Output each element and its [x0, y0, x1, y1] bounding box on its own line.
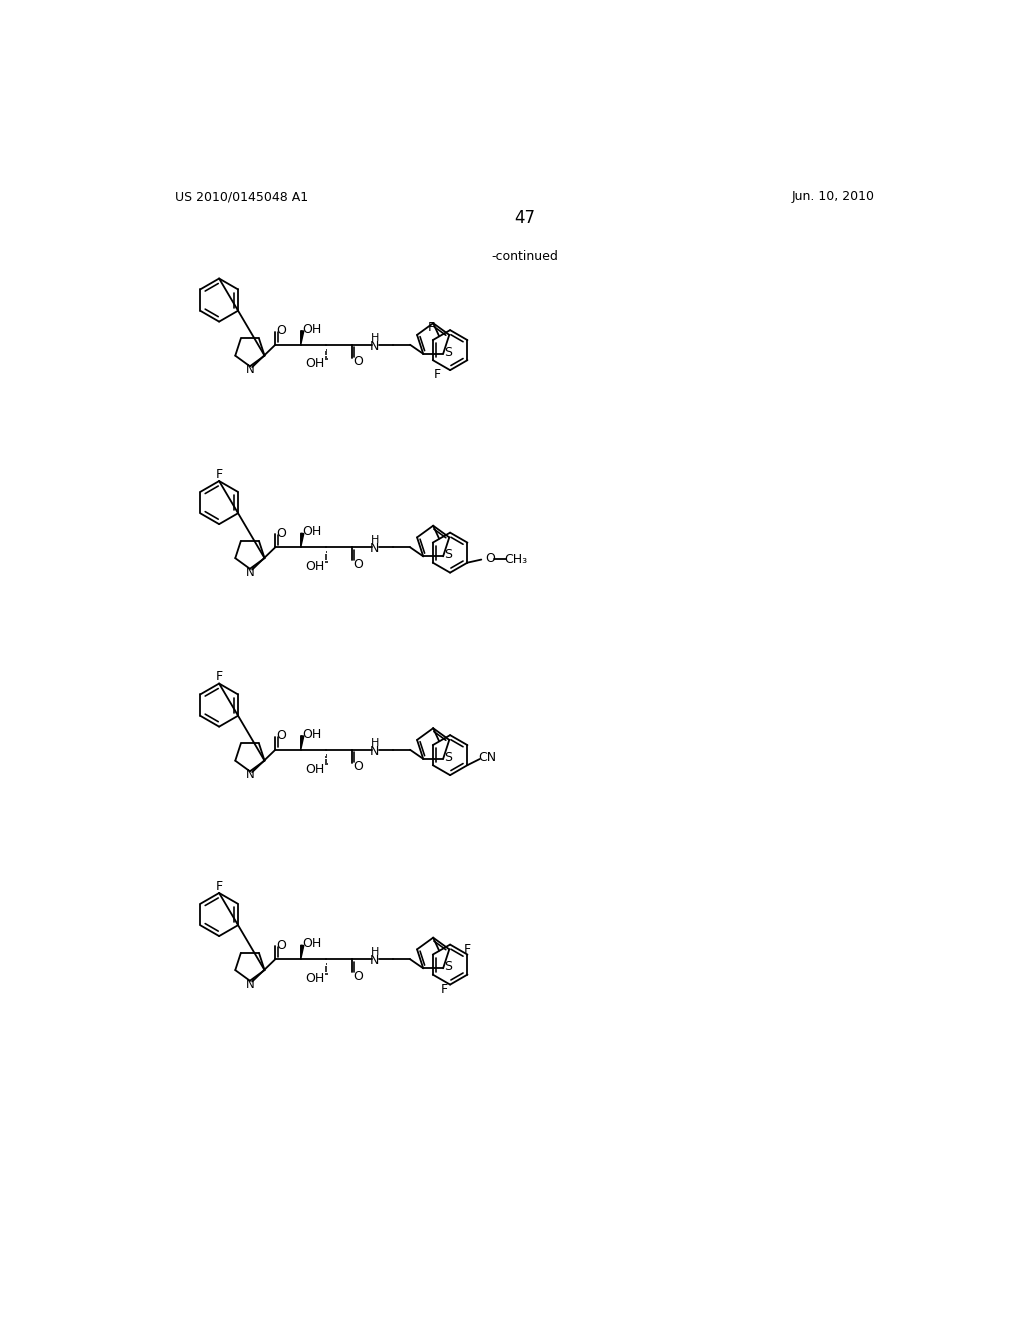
Text: OH: OH — [306, 972, 325, 985]
Text: CH₃: CH₃ — [505, 553, 527, 566]
Text: N: N — [370, 744, 379, 758]
Text: N: N — [246, 566, 254, 578]
Text: N: N — [246, 978, 254, 991]
Text: O: O — [276, 939, 287, 952]
Polygon shape — [301, 533, 304, 548]
Text: N: N — [246, 363, 254, 376]
Text: Jun. 10, 2010: Jun. 10, 2010 — [792, 190, 874, 203]
Text: F: F — [464, 942, 471, 956]
Text: OH: OH — [306, 560, 325, 573]
Text: F: F — [215, 467, 222, 480]
Text: N: N — [246, 768, 254, 781]
Text: 47: 47 — [514, 210, 536, 227]
Polygon shape — [301, 945, 304, 960]
Text: OH: OH — [306, 763, 325, 776]
Text: CN: CN — [478, 751, 497, 764]
Text: S: S — [444, 751, 453, 764]
Text: F: F — [215, 879, 222, 892]
Polygon shape — [301, 331, 304, 345]
Text: OH: OH — [302, 525, 322, 539]
Text: US 2010/0145048 A1: US 2010/0145048 A1 — [175, 190, 308, 203]
Text: O: O — [276, 527, 287, 540]
Text: N: N — [370, 543, 379, 556]
Text: F: F — [428, 321, 435, 334]
Text: O: O — [276, 730, 287, 742]
Text: O: O — [353, 557, 362, 570]
Text: N: N — [370, 339, 379, 352]
Text: O: O — [485, 552, 496, 565]
Text: -continued: -continued — [492, 251, 558, 264]
Text: H: H — [371, 333, 379, 343]
Text: S: S — [444, 346, 453, 359]
Text: O: O — [353, 355, 362, 368]
Text: F: F — [434, 368, 441, 381]
Text: O: O — [353, 760, 362, 774]
Text: H: H — [371, 536, 379, 545]
Text: F: F — [215, 671, 222, 684]
Text: F: F — [440, 982, 447, 995]
Polygon shape — [301, 735, 304, 750]
Text: OH: OH — [306, 358, 325, 371]
Text: O: O — [276, 325, 287, 338]
Text: OH: OH — [302, 727, 322, 741]
Text: H: H — [371, 738, 379, 748]
Text: OH: OH — [302, 323, 322, 335]
Text: S: S — [444, 960, 453, 973]
Text: N: N — [370, 954, 379, 968]
Text: H: H — [371, 948, 379, 957]
Text: O: O — [353, 970, 362, 982]
Text: S: S — [444, 548, 453, 561]
Text: OH: OH — [302, 937, 322, 950]
